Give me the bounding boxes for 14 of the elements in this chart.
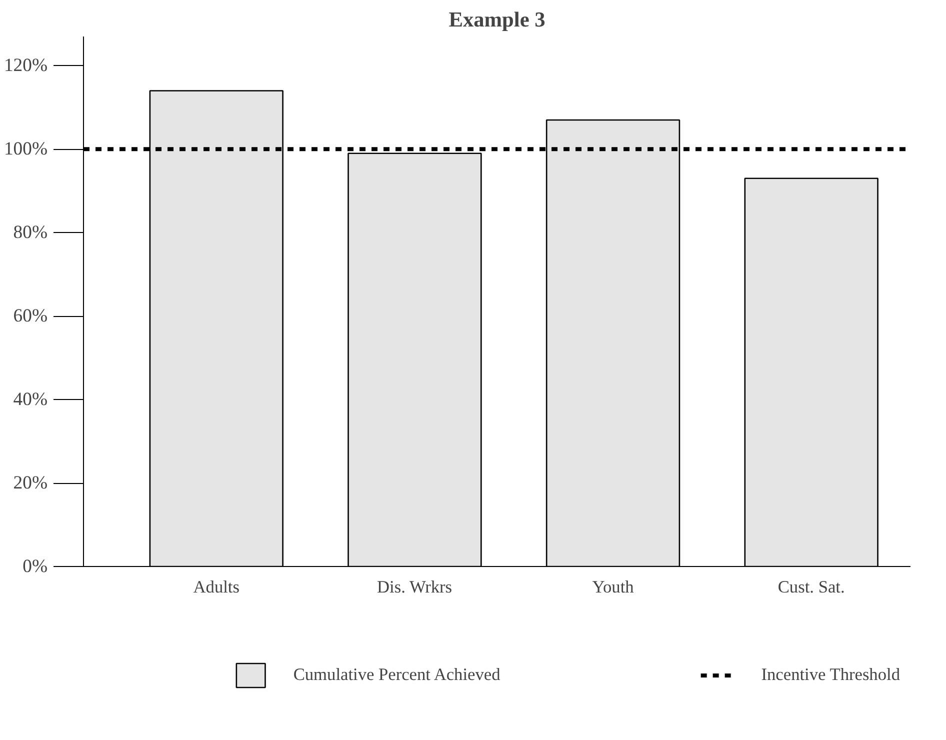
y-tick-label: 100% <box>4 138 48 160</box>
x-tick-label: Cust. Sat. <box>778 578 845 596</box>
y-tick-label: 40% <box>13 389 48 410</box>
y-tick-label: 0% <box>22 556 48 577</box>
chart-title: Example 3 <box>448 8 546 32</box>
x-tick-label: Dis. Wrkrs <box>377 578 452 596</box>
x-tick-label: Adults <box>193 578 240 596</box>
y-tick-label: 60% <box>13 306 48 327</box>
x-tick-label: Youth <box>592 578 634 596</box>
y-tick-label: 20% <box>13 472 48 494</box>
y-tick-label: 80% <box>13 222 48 244</box>
y-tick-label: 120% <box>4 55 48 76</box>
legend-label: Incentive Threshold <box>761 664 900 684</box>
legend-label: Cumulative Percent Achieved <box>293 664 500 684</box>
